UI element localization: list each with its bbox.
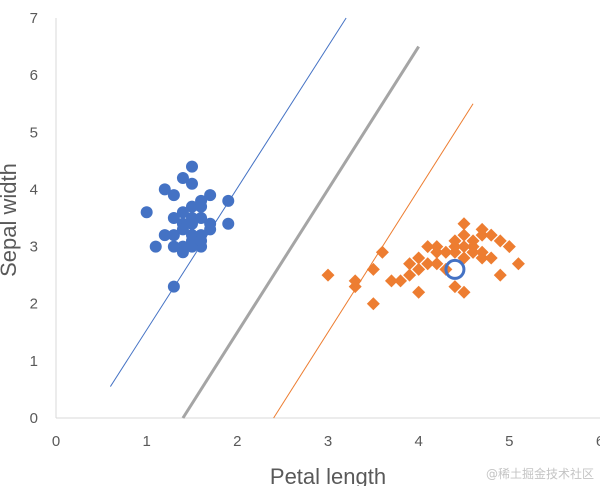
diamond-point: [375, 245, 389, 259]
diamond-point: [448, 280, 462, 294]
diamond-point: [493, 268, 507, 282]
diamond-point: [475, 222, 489, 236]
decision-boundary-line: [181, 45, 420, 419]
diamond-point: [511, 257, 525, 271]
y-tick-labels: 0 1 2 3 4 5 6 7: [30, 10, 38, 427]
diamond-point: [448, 234, 462, 248]
y-tick-label: 5: [30, 124, 38, 141]
circle-point: [176, 172, 189, 184]
x-tick-labels: 0 1 2 3 4 5 6: [52, 433, 600, 450]
circle-point: [158, 183, 171, 196]
x-tick-label: 1: [142, 433, 150, 450]
decision-lines: [109, 17, 474, 419]
y-tick-label: 6: [30, 67, 38, 84]
diamond-point: [348, 274, 362, 288]
x-axis-title: Petal length: [270, 464, 386, 486]
y-tick-label: 4: [30, 181, 38, 198]
circle-point: [167, 240, 180, 253]
circle-point: [186, 160, 198, 173]
x-tick-label: 5: [505, 433, 513, 450]
y-tick-label: 1: [30, 353, 38, 370]
x-tick-label: 3: [324, 433, 332, 450]
y-axis-title: Sepal width: [0, 163, 21, 277]
diamond-point: [457, 228, 471, 242]
diamond-point: [403, 268, 417, 282]
y-tick-label: 7: [30, 10, 38, 27]
x-tick-label: 4: [414, 433, 422, 450]
highlight: [444, 258, 466, 280]
diamond-point: [502, 240, 516, 254]
circle-point: [149, 240, 162, 253]
diamond-point: [366, 262, 380, 276]
circle-point: [222, 217, 235, 230]
diamond-point: [412, 285, 426, 299]
circle-point: [186, 200, 198, 213]
circle-point: [176, 246, 189, 259]
circle-point: [167, 212, 180, 224]
diamond-point: [394, 274, 408, 288]
circle-point: [167, 229, 180, 242]
diamond-point: [421, 257, 435, 271]
diamond-point: [430, 257, 444, 271]
data-points: [140, 160, 525, 311]
y-tick-label: 0: [30, 410, 38, 427]
diamond-point: [475, 245, 489, 259]
diamond-point: [412, 262, 426, 276]
circle-point: [176, 206, 189, 219]
diamond-point: [384, 274, 398, 288]
diamond-point: [321, 268, 335, 282]
circle-point: [176, 223, 189, 236]
diamond-point: [484, 228, 498, 242]
circle-point: [186, 240, 198, 253]
diamond-point: [457, 240, 471, 254]
watermark: @稀土掘金技术社区: [485, 467, 594, 481]
diamond-point: [430, 240, 444, 254]
y-tick-label: 3: [30, 239, 38, 256]
diamond-point: [366, 297, 380, 311]
circle-point: [195, 212, 208, 224]
circle-point: [195, 200, 208, 213]
circle-point: [167, 280, 180, 293]
y-tick-label: 2: [30, 296, 38, 313]
circle-point: [140, 206, 153, 219]
diamond-point: [421, 240, 435, 254]
circle-point: [204, 189, 217, 202]
circle-point: [158, 229, 171, 242]
diamond-point: [457, 285, 471, 299]
circle-point: [195, 234, 208, 247]
circle-point: [186, 177, 198, 190]
circle-point: [186, 217, 198, 230]
diamond-point: [484, 251, 498, 265]
x-tick-label: 2: [233, 433, 241, 450]
diamond-point: [412, 251, 426, 265]
highlight-ring: [444, 258, 466, 280]
diamond-point: [439, 245, 453, 259]
circle-point: [167, 189, 180, 202]
diamond-point: [457, 217, 471, 231]
x-tick-label: 0: [52, 433, 60, 450]
diamond-point: [403, 257, 417, 271]
diamond-point: [493, 234, 507, 248]
circle-point: [204, 223, 217, 236]
margin-lower-line: [273, 103, 474, 419]
diamond-point: [466, 240, 480, 254]
x-tick-label: 6: [596, 433, 600, 450]
circle-point: [222, 194, 235, 207]
